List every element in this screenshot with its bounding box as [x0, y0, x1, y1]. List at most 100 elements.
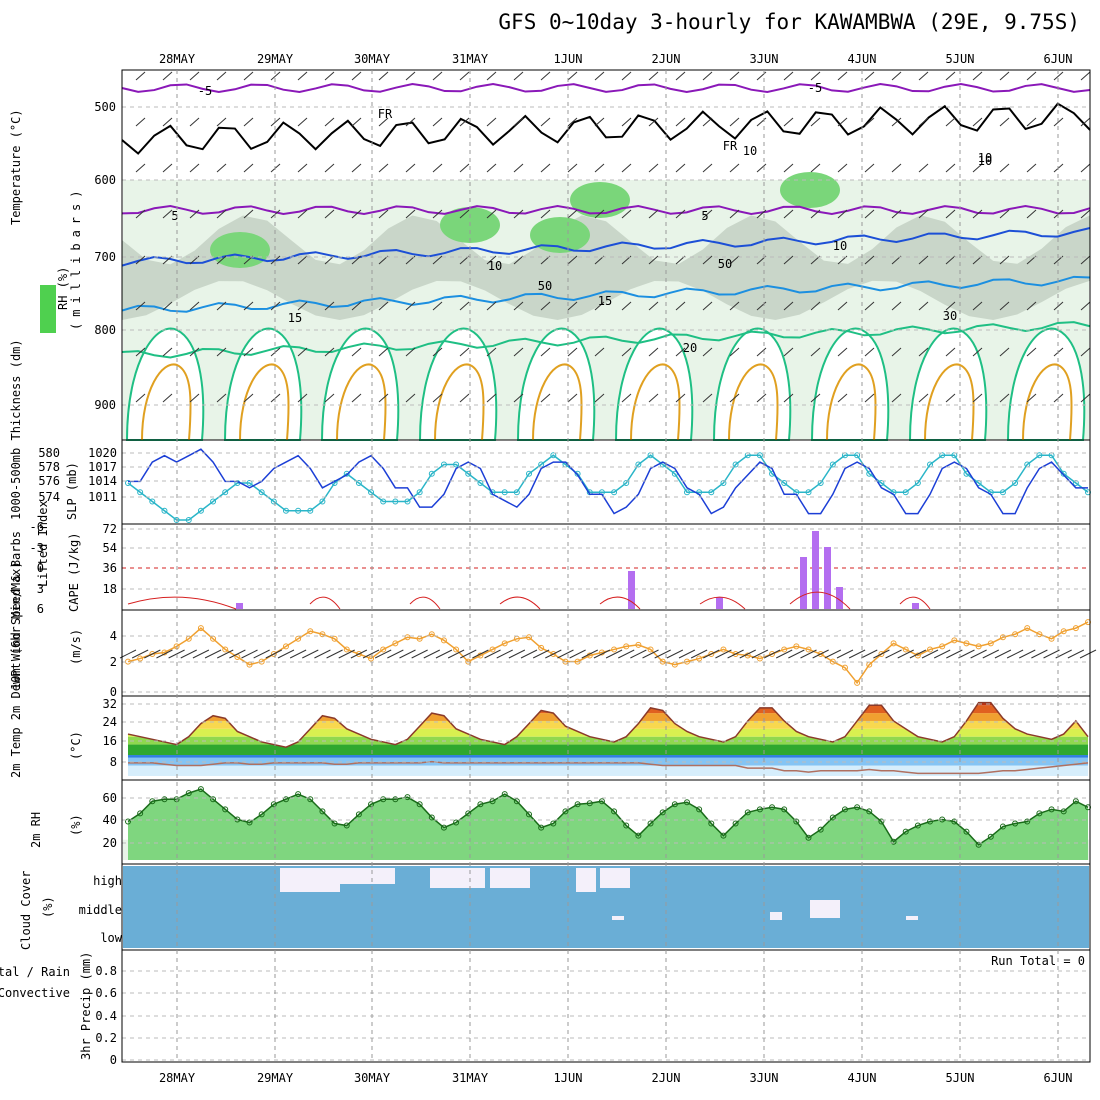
wind-barb: [958, 649, 975, 659]
wind-barb: [405, 209, 416, 219]
wind-barb: [189, 71, 200, 81]
wind-barb: [486, 301, 497, 311]
wind-barb: [837, 117, 848, 127]
wind-barb: [891, 117, 902, 127]
wind-barb: [729, 117, 740, 127]
wind-barb: [1026, 301, 1037, 311]
li-tick: -6: [30, 520, 44, 534]
cloud-label: Cloud Cover: [19, 871, 33, 950]
rh-blob: [530, 217, 590, 253]
thickness-point: [258, 489, 265, 496]
wind-speed-point: [319, 631, 326, 638]
wind-barb: [216, 71, 227, 81]
rh2m-point: [939, 816, 946, 823]
wind-speed-point: [489, 646, 496, 653]
wind-barb: [648, 209, 659, 219]
wind-barb: [243, 71, 254, 81]
precip-conv-label: Convective: [0, 986, 70, 1000]
wind-barb: [810, 301, 821, 311]
wind-barb: [690, 649, 708, 659]
wind-barb: [891, 163, 902, 173]
wind-barb: [810, 71, 821, 81]
wind-barb: [432, 117, 443, 127]
isotherm: [121, 275, 1091, 313]
time-label-bottom: 3JUN: [750, 1071, 779, 1085]
wind-barb: [513, 71, 524, 81]
wind-speed-point: [951, 637, 958, 644]
wind-barb: [135, 71, 146, 81]
wind-barb: [972, 163, 983, 173]
wind-barb: [270, 71, 281, 81]
wind-barb: [432, 255, 443, 265]
wind-speed-point: [246, 661, 253, 668]
wind-barb: [972, 71, 983, 81]
wind-speed-point: [611, 646, 618, 653]
rh2m-point: [562, 808, 569, 815]
wind-barb: [351, 163, 362, 173]
rh2m-panel: 60 40 20 2m RH (%): [29, 786, 1091, 860]
thickness-point: [173, 517, 180, 523]
cloud-gap: [430, 868, 485, 888]
time-label-bottom: 1JUN: [554, 1071, 583, 1085]
cloud-gap: [810, 900, 840, 918]
wind-barb: [472, 649, 489, 659]
wind-barb: [1031, 649, 1048, 659]
wind-barb: [783, 301, 794, 311]
contour-label: 5: [701, 209, 708, 223]
wind-barb: [189, 347, 200, 357]
time-axes: 28MAY 28MAY 29MAY 29MAY 30MAY 30MAY 31MAY 31MAY…: [121, 52, 1091, 1085]
wind-barb: [432, 393, 443, 403]
wind-barb: [1080, 301, 1091, 311]
pressure-tick: 800: [94, 323, 116, 337]
wind-speed-point: [392, 640, 399, 647]
time-label-bottom: 6JUN: [1044, 1071, 1073, 1085]
pressure-tick: 500: [94, 100, 116, 114]
time-label-bottom: 2JUN: [652, 1071, 681, 1085]
wind-barb: [864, 255, 875, 265]
wind-barb: [508, 649, 526, 659]
wind-barb: [567, 255, 578, 265]
rh2m-point: [1048, 806, 1055, 813]
wind-barb: [945, 71, 956, 81]
wind-barb: [540, 347, 551, 357]
run-total: Run Total = 0: [991, 954, 1085, 968]
rh-blob: [780, 172, 840, 208]
wind-barb: [135, 163, 146, 173]
precip-axis-label: 3hr Precip (mm): [79, 952, 93, 1060]
wind-barb: [982, 649, 1000, 659]
temp-contour-25: [924, 363, 975, 441]
rh2m-point: [805, 834, 812, 841]
wind-speed-point: [149, 651, 156, 657]
wind-speed-point: [708, 651, 715, 657]
thickness-point: [829, 461, 836, 468]
cape-tick: 72: [103, 522, 117, 536]
wind-barb: [486, 347, 497, 357]
contour-label: 10: [978, 154, 992, 168]
temp-contour-25: [630, 363, 681, 441]
wind-barb: [921, 649, 939, 659]
rh2m-point: [720, 832, 727, 839]
wind-barb: [594, 117, 605, 127]
thickness-point: [732, 461, 739, 468]
contour-label: FR: [378, 107, 393, 121]
wind-barb: [648, 163, 659, 173]
rh2m-point: [295, 791, 302, 798]
rh2m-point: [282, 796, 289, 803]
wind-barb: [253, 649, 270, 659]
wind-barb: [557, 649, 574, 659]
thickness-point: [428, 470, 435, 477]
time-label-top: 3JUN: [750, 52, 779, 66]
wind-barb: [135, 117, 146, 127]
wind-barb: [702, 301, 713, 311]
rh2m-point: [769, 804, 776, 811]
wind-barb: [972, 209, 983, 219]
wind-barb: [783, 117, 794, 127]
rh2m-point: [355, 811, 362, 818]
wind-barb: [1006, 649, 1024, 659]
wind-barb: [297, 71, 308, 81]
wind-barb: [702, 209, 713, 219]
wind-speed-point: [222, 646, 229, 653]
wind-barb: [621, 163, 632, 173]
wind-barb: [702, 117, 713, 127]
